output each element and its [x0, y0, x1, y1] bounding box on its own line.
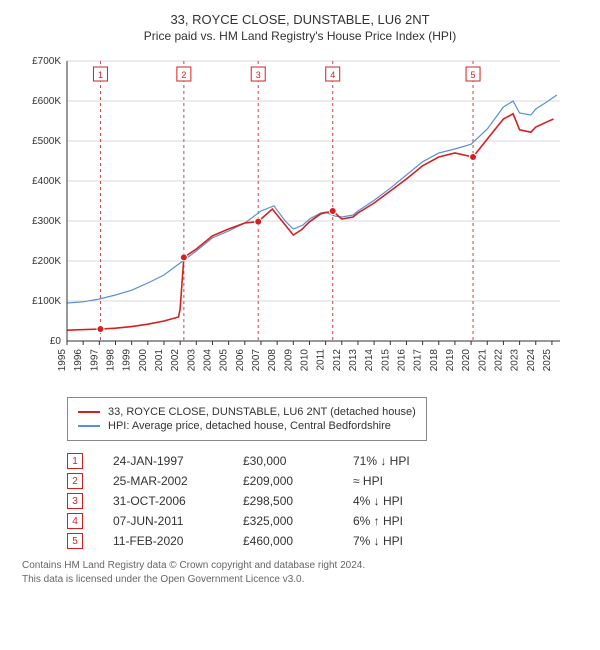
chart-marker-5: 5 [471, 70, 476, 80]
legend-swatch [78, 411, 100, 413]
transaction-delta: ≈ HPI [353, 474, 473, 488]
x-tick-label: 2025 [542, 349, 553, 372]
transaction-delta: 7% ↓ HPI [353, 534, 473, 548]
x-tick-label: 1995 [57, 349, 68, 372]
x-tick-label: 2013 [348, 349, 359, 372]
transaction-marker: 1 [67, 453, 83, 469]
legend-label: HPI: Average price, detached house, Cent… [108, 420, 391, 432]
legend-item: HPI: Average price, detached house, Cent… [78, 420, 416, 432]
x-tick-label: 2014 [364, 349, 375, 372]
transaction-row: 5 11-FEB-2020£460,0007% ↓ HPI [67, 533, 588, 549]
transaction-price: £325,000 [243, 514, 353, 528]
page-subtitle: Price paid vs. HM Land Registry's House … [12, 29, 588, 43]
x-tick-label: 2023 [510, 349, 521, 372]
transaction-row: 4 07-JUN-2011£325,0006% ↑ HPI [67, 513, 588, 529]
x-tick-label: 2007 [251, 349, 262, 372]
footer-line-2: This data is licensed under the Open Gov… [22, 573, 588, 587]
transaction-row: 3 31-OCT-2006£298,5004% ↓ HPI [67, 493, 588, 509]
x-tick-label: 2000 [138, 349, 149, 372]
transaction-marker: 4 [67, 513, 83, 529]
transaction-marker: 5 [67, 533, 83, 549]
x-tick-label: 1998 [105, 349, 116, 372]
y-tick-label: £500K [32, 136, 61, 147]
transaction-date: 11-FEB-2020 [113, 534, 243, 548]
chart-marker-1: 1 [98, 70, 103, 80]
legend: 33, ROYCE CLOSE, DUNSTABLE, LU6 2NT (det… [67, 397, 427, 441]
x-tick-label: 2024 [526, 349, 537, 372]
transaction-price: £298,500 [243, 494, 353, 508]
x-tick-label: 2012 [332, 349, 343, 372]
chart-marker-2: 2 [181, 70, 186, 80]
legend-swatch [78, 425, 100, 427]
price-chart: £0 £100K £200K £300K £400K £500K £600K £700K 1 2 3… [12, 51, 588, 391]
x-tick-label: 2015 [380, 349, 391, 372]
chart-marker-3: 3 [256, 70, 261, 80]
y-tick-label: £600K [32, 96, 61, 107]
x-tick-label: 2005 [219, 349, 230, 372]
x-tick-label: 2009 [283, 349, 294, 372]
y-tick-label: £400K [32, 176, 61, 187]
y-tick-label: £300K [32, 216, 61, 227]
transaction-price: £209,000 [243, 474, 353, 488]
transaction-row: 1 24-JAN-1997£30,00071% ↓ HPI [67, 453, 588, 469]
transaction-delta: 4% ↓ HPI [353, 494, 473, 508]
y-tick-label: £0 [50, 336, 62, 347]
x-tick-label: 2008 [267, 349, 278, 372]
x-tick-label: 2006 [235, 349, 246, 372]
x-tick-label: 2001 [154, 349, 165, 372]
transaction-marker: 3 [67, 493, 83, 509]
footer: Contains HM Land Registry data © Crown c… [22, 559, 588, 587]
x-tick-label: 2017 [413, 349, 424, 372]
x-tick-label: 1996 [73, 349, 84, 372]
transaction-date: 24-JAN-1997 [113, 454, 243, 468]
transaction-price: £460,000 [243, 534, 353, 548]
transaction-date: 25-MAR-2002 [113, 474, 243, 488]
chart-svg: £0 £100K £200K £300K £400K £500K £600K £700K 1 2 3… [12, 51, 572, 391]
x-tick-label: 1999 [122, 349, 133, 372]
x-tick-label: 2002 [170, 349, 181, 372]
x-tick-label: 2021 [477, 349, 488, 372]
x-tick-label: 2011 [316, 349, 327, 371]
transaction-price: £30,000 [243, 454, 353, 468]
legend-item: 33, ROYCE CLOSE, DUNSTABLE, LU6 2NT (det… [78, 406, 416, 418]
x-tick-label: 2018 [429, 349, 440, 372]
transaction-delta: 71% ↓ HPI [353, 454, 473, 468]
transaction-date: 07-JUN-2011 [113, 514, 243, 528]
page-title: 33, ROYCE CLOSE, DUNSTABLE, LU6 2NT [12, 12, 588, 27]
footer-line-1: Contains HM Land Registry data © Crown c… [22, 559, 588, 573]
transaction-delta: 6% ↑ HPI [353, 514, 473, 528]
x-tick-label: 2016 [396, 349, 407, 372]
x-tick-label: 2019 [445, 349, 456, 372]
y-tick-label: £700K [32, 56, 61, 67]
chart-marker-4: 4 [330, 70, 335, 80]
transaction-marker: 2 [67, 473, 83, 489]
x-tick-label: 1997 [89, 349, 100, 372]
transaction-row: 2 25-MAR-2002£209,000≈ HPI [67, 473, 588, 489]
legend-label: 33, ROYCE CLOSE, DUNSTABLE, LU6 2NT (det… [108, 406, 416, 418]
y-tick-label: £100K [32, 296, 61, 307]
x-tick-label: 2022 [493, 349, 504, 372]
x-tick-label: 2020 [461, 349, 472, 372]
x-tick-label: 2010 [299, 349, 310, 372]
x-tick-label: 2004 [202, 349, 213, 372]
transaction-date: 31-OCT-2006 [113, 494, 243, 508]
y-tick-label: £200K [32, 256, 61, 267]
transactions-table: 1 24-JAN-1997£30,00071% ↓ HPI 2 25-MAR-2002… [67, 453, 588, 549]
x-tick-label: 2003 [186, 349, 197, 372]
